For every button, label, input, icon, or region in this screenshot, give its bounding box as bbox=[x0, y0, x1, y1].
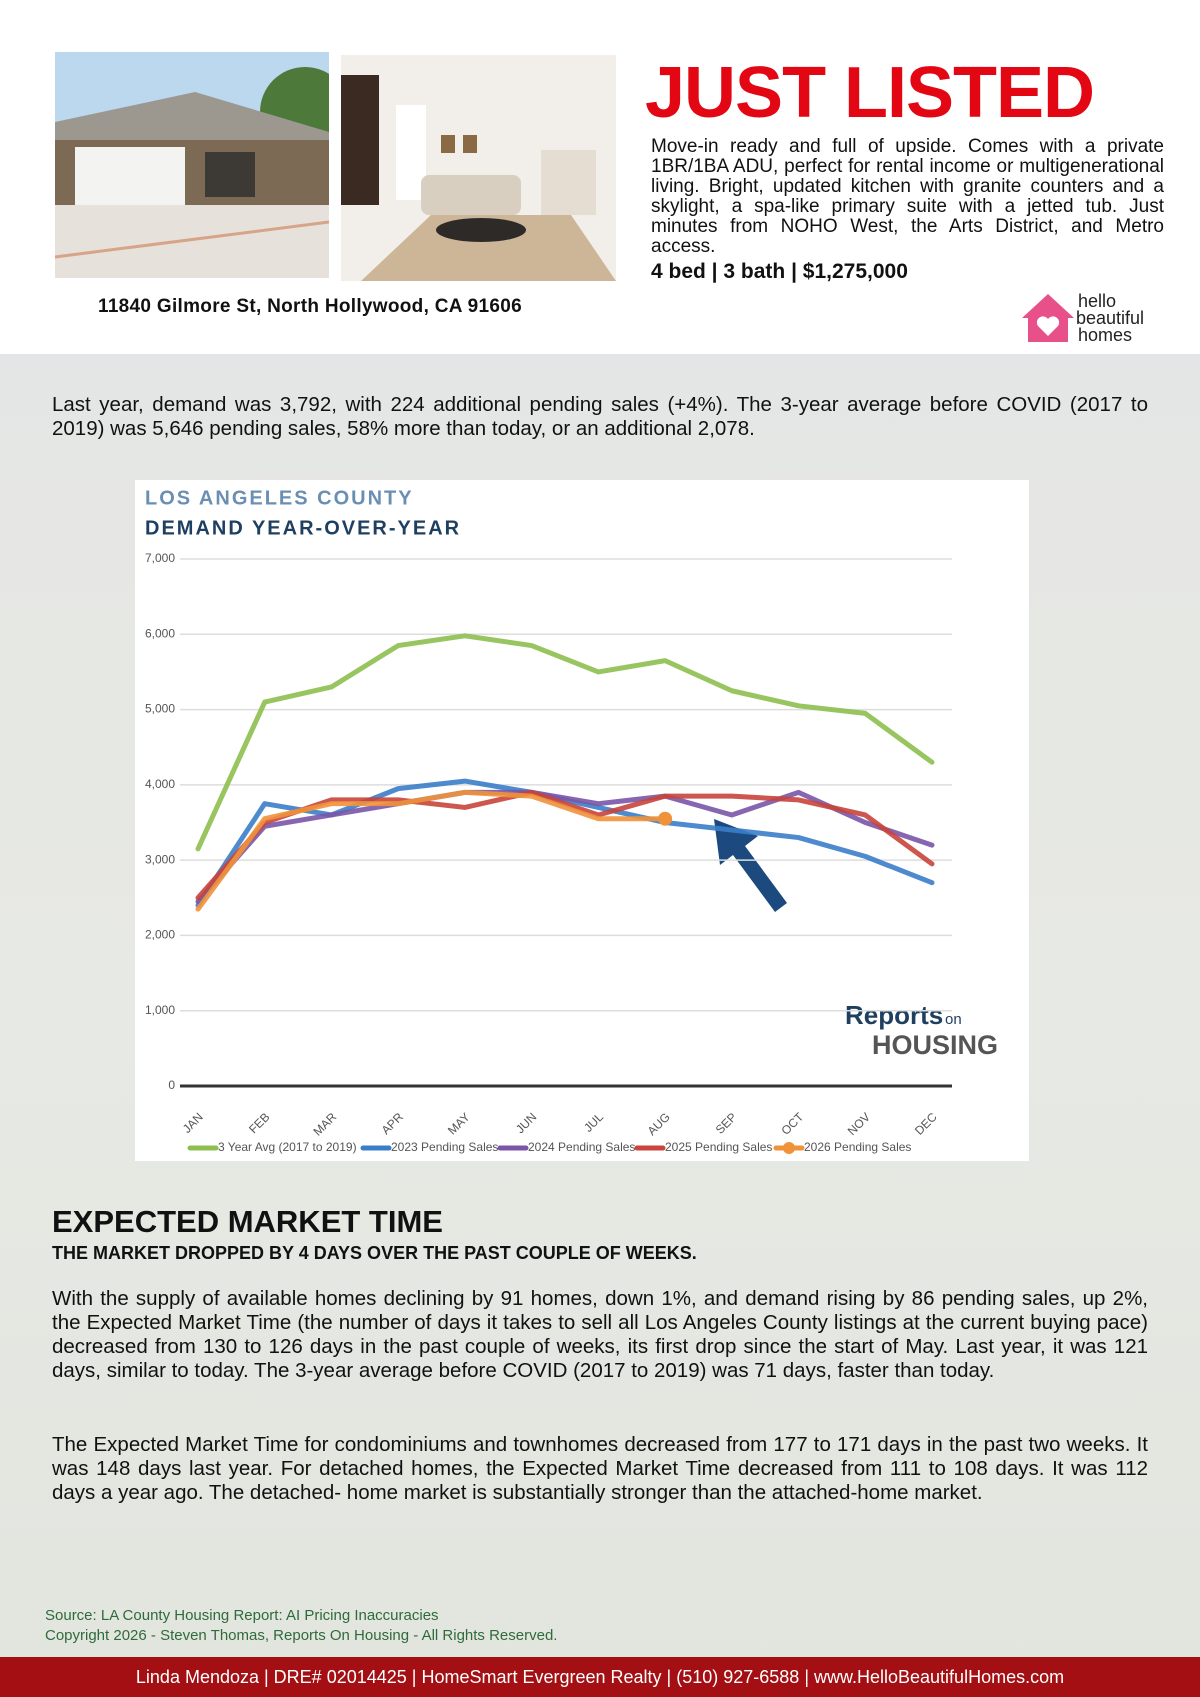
paragraph: The Expected Market Time for condominium… bbox=[52, 1433, 1148, 1504]
x-tick-label: MAR bbox=[310, 1110, 339, 1139]
house-photo bbox=[55, 52, 329, 278]
x-tick-label: DEC bbox=[912, 1110, 940, 1138]
specs: 4 bed | 3 bath | $1,275,000 bbox=[651, 260, 908, 283]
watermark: HOUSING bbox=[872, 1030, 998, 1060]
legend-label: 2026 Pending Sales bbox=[804, 1140, 911, 1154]
series-line bbox=[195, 633, 935, 852]
y-tick-label: 4,000 bbox=[145, 777, 175, 791]
watermark: Reports bbox=[845, 1000, 943, 1030]
x-tick-label: JUL bbox=[581, 1110, 606, 1135]
series-line bbox=[195, 789, 935, 905]
x-tick-label: AUG bbox=[645, 1110, 673, 1138]
x-tick-label: OCT bbox=[779, 1109, 807, 1137]
y-tick-label: 5,000 bbox=[145, 702, 175, 716]
series-marker bbox=[658, 811, 673, 826]
legend-label: 2024 Pending Sales bbox=[528, 1140, 635, 1154]
y-tick-label: 1,000 bbox=[145, 1003, 175, 1017]
brand-text: beautiful bbox=[1076, 308, 1144, 328]
paragraph: With the supply of available homes decli… bbox=[52, 1287, 1148, 1382]
chart-panel: LOS ANGELES COUNTY DEMAND YEAR-OVER-YEAR… bbox=[135, 480, 1029, 1161]
description: Move-in ready and full of upside. Comes … bbox=[651, 136, 1164, 257]
chart: LOS ANGELES COUNTY DEMAND YEAR-OVER-YEAR… bbox=[145, 487, 998, 1154]
brand-text: hello bbox=[1078, 292, 1116, 311]
address: 11840 Gilmore St, North Hollywood, CA 91… bbox=[98, 296, 522, 317]
brand-text: homes bbox=[1078, 325, 1132, 345]
heading: JUST LISTED bbox=[645, 53, 1095, 133]
source: Source: LA County Housing Report: AI Pri… bbox=[45, 1607, 439, 1624]
footer: Linda Mendoza | DRE# 02014425 | HomeSmar… bbox=[0, 1657, 1200, 1697]
x-tick-label: FEB bbox=[246, 1110, 272, 1136]
legend-marker bbox=[783, 1142, 795, 1154]
x-tick-label: JUN bbox=[513, 1110, 539, 1136]
series-line bbox=[195, 789, 668, 912]
x-tick-label: JAN bbox=[180, 1110, 206, 1136]
y-tick-label: 3,000 bbox=[145, 852, 175, 866]
intro: Last year, demand was 3,792, with 224 ad… bbox=[52, 393, 1148, 440]
y-tick-label: 2,000 bbox=[145, 928, 175, 942]
interior-photo bbox=[341, 55, 616, 281]
x-tick-label: SEP bbox=[713, 1110, 740, 1137]
legend-label: 2023 Pending Sales bbox=[391, 1140, 498, 1154]
chart-title: LOS ANGELES COUNTY bbox=[145, 487, 414, 509]
x-tick-label: APR bbox=[379, 1110, 407, 1138]
annotation-arrow bbox=[714, 819, 787, 912]
y-tick-label: 6,000 bbox=[145, 626, 175, 640]
x-tick-label: NOV bbox=[845, 1110, 873, 1138]
chart-subtitle: DEMAND YEAR-OVER-YEAR bbox=[145, 517, 461, 539]
y-tick-label: 7,000 bbox=[145, 551, 175, 565]
legend-label: 2025 Pending Sales bbox=[665, 1140, 772, 1154]
source: Copyright 2026 - Steven Thomas, Reports … bbox=[45, 1627, 558, 1644]
section-subtitle: THE MARKET DROPPED BY 4 DAYS OVER THE PA… bbox=[52, 1243, 697, 1263]
legend-label: 3 Year Avg (2017 to 2019) bbox=[218, 1140, 357, 1154]
watermark: on bbox=[945, 1011, 962, 1028]
y-tick-label: 0 bbox=[168, 1078, 175, 1092]
section-title: EXPECTED MARKET TIME bbox=[52, 1204, 443, 1239]
x-tick-label: MAY bbox=[445, 1110, 473, 1138]
brand-logo: hello beautiful homes bbox=[1022, 292, 1144, 345]
